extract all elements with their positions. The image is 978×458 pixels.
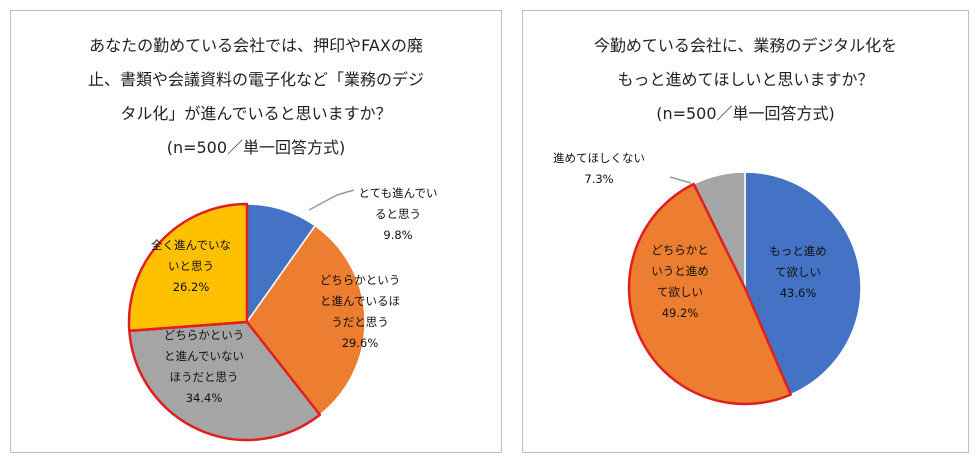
chart-panel-2: 今勤めている会社に、業務のデジタル化を もっと進めてほしいと思いますか？ (n=… — [522, 10, 969, 453]
pie-slice-label: もっと進めて欲しい 43.6% — [769, 244, 827, 300]
chart-1-title: あなたの勤めている会社では、押印やFAXの廃 止、書類や会議資料の電子化など「業… — [11, 29, 501, 165]
pie-slice-label: 全く進んでいないと思う 26.2% — [151, 238, 231, 294]
chart-1-title-line: 止、書類や会議資料の電子化など「業務のデジ — [87, 70, 424, 89]
leader-line — [669, 176, 692, 184]
pie-slice-highlight — [627, 182, 792, 406]
pie-slice-highlight — [127, 202, 249, 333]
chart-2-title-line: もっと進めてほしいと思いますか？ — [617, 70, 874, 89]
pie-slice-label: どちらかというと進んでいるほうだと思う 29.6% — [320, 273, 401, 350]
pie-slice-label: どちらかというと進めて欲しい 49.2% — [651, 243, 709, 320]
pie-slice-highlight — [128, 320, 322, 442]
chart-panel-1: あなたの勤めている会社では、押印やFAXの廃 止、書類や会議資料の電子化など「業… — [10, 10, 502, 453]
pie-slice-label: 進めてほしくない 7.3% — [553, 151, 645, 186]
pie-chart-1: とても進んでいると思う 9.8% どちらかというと進んでいるほうだと思う 29.6% ど… — [127, 186, 438, 442]
pie-slice-label: どちらかというと進んでいないほうだと思う 34.4% — [164, 328, 245, 405]
chart-1-title-line: あなたの勤めている会社では、押印やFAXの廃 — [89, 36, 423, 55]
chart-2-title-line: (n=500／単一回答方式) — [656, 104, 835, 123]
leader-line — [308, 189, 355, 211]
pie-slice-label: とても進んでいると思う 9.8% — [358, 186, 437, 242]
pie-slice — [246, 203, 317, 325]
chart-1-title-line: (n=500／単一回答方式) — [166, 138, 346, 157]
chart-2-title: 今勤めている会社に、業務のデジタル化を もっと進めてほしいと思いますか？ (n=… — [523, 29, 968, 131]
pie-slice — [744, 171, 862, 396]
chart-1-title-line: タル化」が進んでいると思いますか？ — [120, 104, 392, 123]
pie-slice — [246, 224, 366, 416]
chart-2-title-line: 今勤めている会社に、業務のデジタル化を — [593, 36, 898, 55]
pie-chart-2: もっと進めて欲しい 43.6% どちらかというと進めて欲しい 49.2% 進めてほしくな… — [553, 151, 862, 406]
